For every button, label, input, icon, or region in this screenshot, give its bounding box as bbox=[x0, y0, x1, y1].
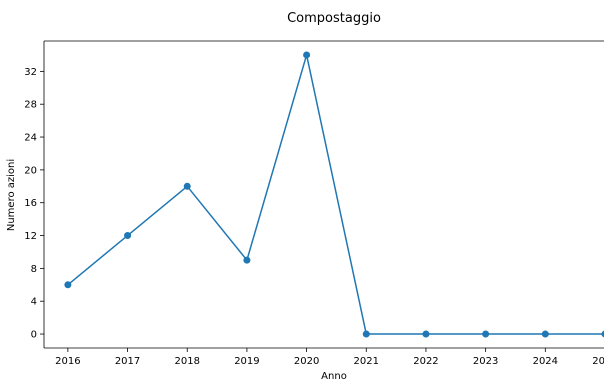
x-tick-label: 2021 bbox=[354, 356, 379, 367]
x-tick-label: 2020 bbox=[294, 356, 319, 367]
data-point bbox=[303, 51, 311, 59]
data-point bbox=[482, 330, 490, 338]
x-axis-label: Anno bbox=[321, 371, 347, 381]
y-tick-label: 16 bbox=[24, 198, 37, 209]
data-point bbox=[362, 330, 370, 338]
y-tick-label: 24 bbox=[24, 133, 37, 144]
x-tick-label: 2017 bbox=[115, 356, 140, 367]
y-tick-label: 32 bbox=[24, 67, 37, 78]
x-tick-label: 2023 bbox=[473, 356, 498, 367]
x-tick-label: 2016 bbox=[55, 356, 80, 367]
x-tick-label: 2019 bbox=[234, 356, 259, 367]
y-axis-label: Numero azioni bbox=[6, 159, 17, 231]
y-tick-label: 8 bbox=[31, 264, 37, 275]
data-point bbox=[64, 281, 72, 289]
x-tick-label: 2025 bbox=[592, 356, 604, 367]
series-line bbox=[67, 54, 604, 335]
y-tick-label: 28 bbox=[24, 100, 37, 111]
data-point bbox=[601, 330, 604, 338]
plot-area bbox=[64, 51, 604, 338]
chart-title: Compostaggio bbox=[287, 11, 381, 26]
y-tick-label: 20 bbox=[24, 165, 37, 176]
x-tick-label: 2024 bbox=[533, 356, 558, 367]
x-tick-label: 2022 bbox=[413, 356, 438, 367]
data-point bbox=[422, 330, 430, 338]
data-point bbox=[541, 330, 549, 338]
y-tick-label: 12 bbox=[24, 231, 37, 242]
x-tick-label: 2018 bbox=[175, 356, 200, 367]
data-point bbox=[124, 232, 132, 240]
data-point bbox=[243, 256, 251, 264]
y-tick-label: 0 bbox=[31, 330, 37, 341]
y-tick-label: 4 bbox=[31, 297, 37, 308]
data-point bbox=[183, 182, 191, 190]
